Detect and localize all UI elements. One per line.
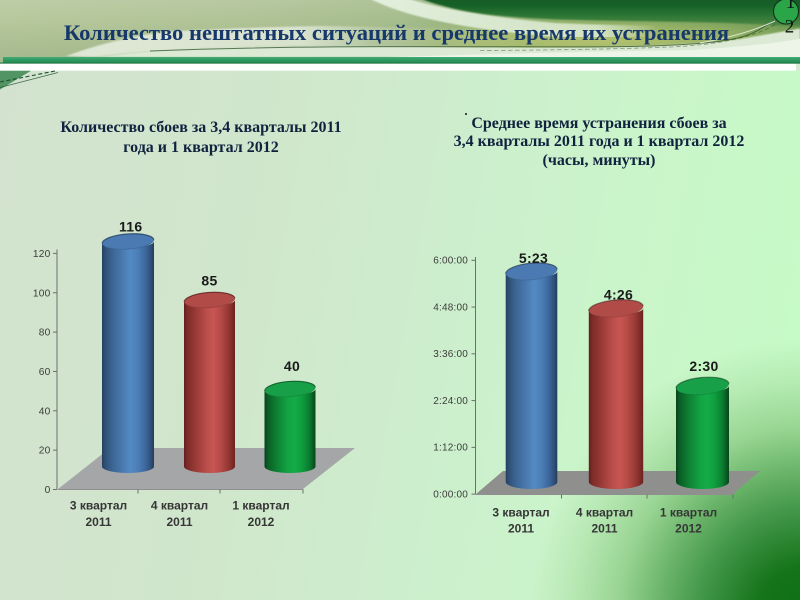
svg-text:116: 116 (119, 219, 143, 235)
svg-text:60: 60 (39, 367, 51, 378)
svg-text:120: 120 (33, 249, 51, 260)
svg-text:2: 2 (785, 17, 795, 38)
svg-text:2:24:00: 2:24:00 (433, 396, 468, 407)
svg-text:6:00:00: 6:00:00 (433, 256, 468, 267)
svg-text:85: 85 (201, 273, 217, 289)
svg-text:2012: 2012 (248, 515, 275, 529)
svg-text:3:36:00: 3:36:00 (433, 349, 468, 360)
svg-text:0: 0 (45, 485, 51, 496)
svg-text:1: 1 (786, 0, 796, 13)
svg-text:1 квартал: 1 квартал (232, 499, 289, 513)
svg-text:2012: 2012 (675, 522, 702, 536)
svg-text:2:30: 2:30 (689, 358, 718, 374)
svg-text:3 квартал: 3 квартал (70, 499, 127, 513)
svg-text:100: 100 (33, 288, 51, 299)
svg-text:0:00:00: 0:00:00 (433, 490, 468, 501)
svg-text:4:26: 4:26 (604, 287, 633, 303)
svg-text:4 квартал: 4 квартал (151, 499, 208, 513)
svg-text:2011: 2011 (508, 522, 534, 536)
svg-text:2011: 2011 (85, 515, 111, 529)
svg-text:20: 20 (39, 446, 51, 457)
svg-text:40: 40 (284, 358, 300, 374)
svg-text:3 квартал: 3 квартал (492, 506, 549, 520)
svg-text:1 квартал: 1 квартал (660, 506, 717, 520)
svg-text:2011: 2011 (166, 515, 192, 529)
svg-text:1:12:00: 1:12:00 (433, 443, 468, 454)
svg-text:4:48:00: 4:48:00 (433, 303, 468, 314)
svg-text:4 квартал: 4 квартал (576, 506, 633, 520)
svg-text:5:23: 5:23 (519, 250, 548, 266)
svg-text:80: 80 (39, 328, 51, 339)
svg-text:2011: 2011 (591, 522, 617, 536)
svg-text:40: 40 (39, 406, 51, 417)
